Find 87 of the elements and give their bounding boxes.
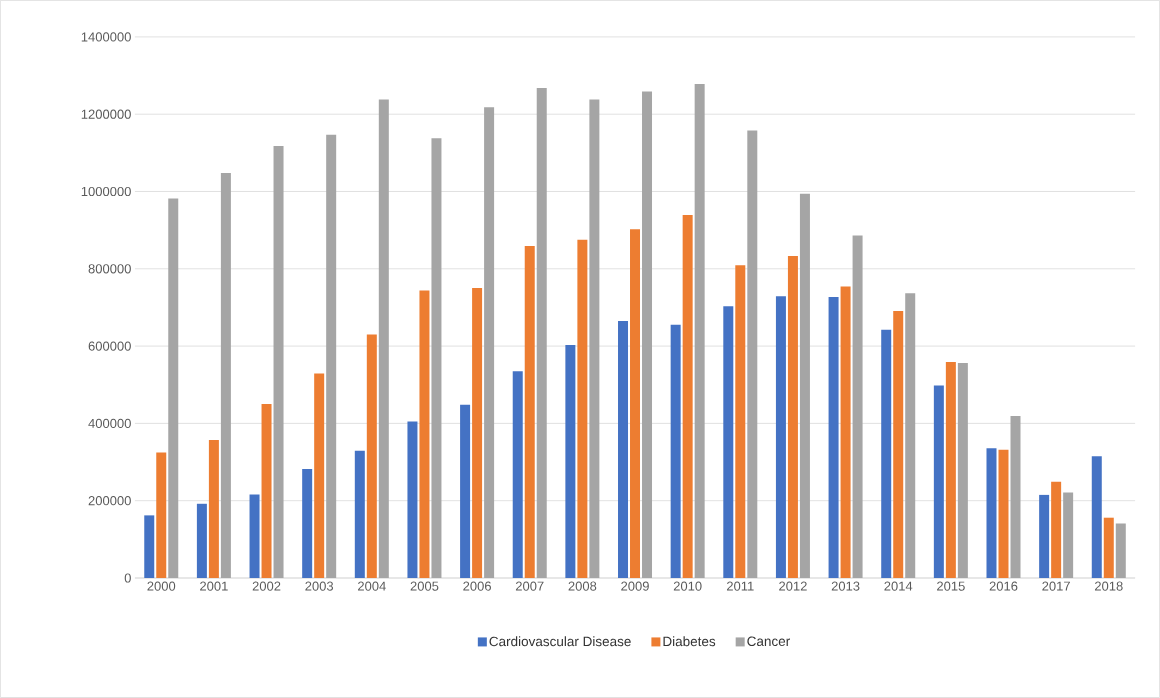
x-tick-label: 2016 [989,581,1018,591]
bar [156,452,167,579]
bar [682,215,693,579]
legend-label: Cancer [747,636,790,647]
x-tick-label: 2007 [515,581,544,591]
bar [787,256,798,579]
bar [302,469,313,579]
y-tick-label: 0 [124,573,131,583]
bar [694,84,705,579]
y-tick-label: 200000 [88,496,131,506]
bar [431,138,442,579]
bar [378,99,389,579]
bar [642,91,653,579]
x-tick-label: 2009 [621,581,649,591]
bar [799,193,810,579]
bar [419,290,430,579]
x-tick-label: 2003 [305,581,334,591]
bar [1091,456,1102,579]
bar [881,329,892,579]
x-tick-label: 2006 [463,581,491,591]
bar [261,404,272,579]
bar [249,494,260,579]
x-tick-label: 2010 [673,581,702,591]
bar [945,361,956,579]
bar [723,306,734,579]
bar [524,246,535,579]
bar [905,293,916,579]
x-tick-label: 2008 [568,581,597,591]
bar [144,515,155,579]
bar [407,421,418,579]
bar [168,198,179,579]
bar [670,324,681,579]
legend-label: Diabetes [663,636,716,647]
bar [273,145,284,579]
bar [536,87,547,579]
bar [1115,523,1126,579]
bar [1051,481,1062,579]
x-tick-label: 2014 [884,581,913,591]
bar [577,239,588,579]
bar [957,363,968,579]
bar [775,296,786,579]
x-tick-label: 2001 [200,581,228,591]
bar [1010,416,1021,579]
legend-label: Cardiovascular Disease [489,636,631,647]
bar [314,373,325,579]
x-tick-label: 2005 [410,581,439,591]
bar [1039,494,1050,579]
bar [933,385,944,579]
bar [472,288,483,579]
y-tick-label: 800000 [88,264,131,274]
x-tick-label: 2015 [937,581,965,591]
x-tick-label: 2011 [726,581,754,591]
bar [1103,517,1114,579]
bar [196,503,207,579]
x-tick-label: 2002 [252,581,281,591]
bar [512,371,523,579]
x-tick-label: 2018 [1094,581,1123,591]
bar [828,297,839,579]
x-tick-label: 2000 [147,581,176,591]
x-tick-label: 2012 [779,581,807,591]
x-tick-label: 2017 [1042,581,1070,591]
x-tick-label: 2013 [831,581,860,591]
bar [747,130,758,579]
bar [893,310,904,579]
bar [220,172,231,579]
bar [852,235,863,579]
bar [1063,492,1074,579]
bar [354,450,365,579]
bar [589,99,600,579]
y-tick-label: 1400000 [81,32,131,42]
y-tick-label: 600000 [88,341,131,351]
bar [618,321,629,579]
bar [460,404,471,579]
bar [565,344,576,579]
bar [630,229,641,579]
bar [986,448,997,579]
bar [840,286,851,579]
bar [208,440,219,579]
bar [326,134,337,579]
y-tick-label: 1200000 [81,109,131,119]
x-tick-label: 2004 [358,581,386,591]
bar [366,334,377,579]
y-tick-label: 1000000 [81,186,131,197]
bar [998,449,1009,579]
bar [735,265,746,579]
bar [484,107,495,579]
y-tick-label: 400000 [88,418,131,429]
